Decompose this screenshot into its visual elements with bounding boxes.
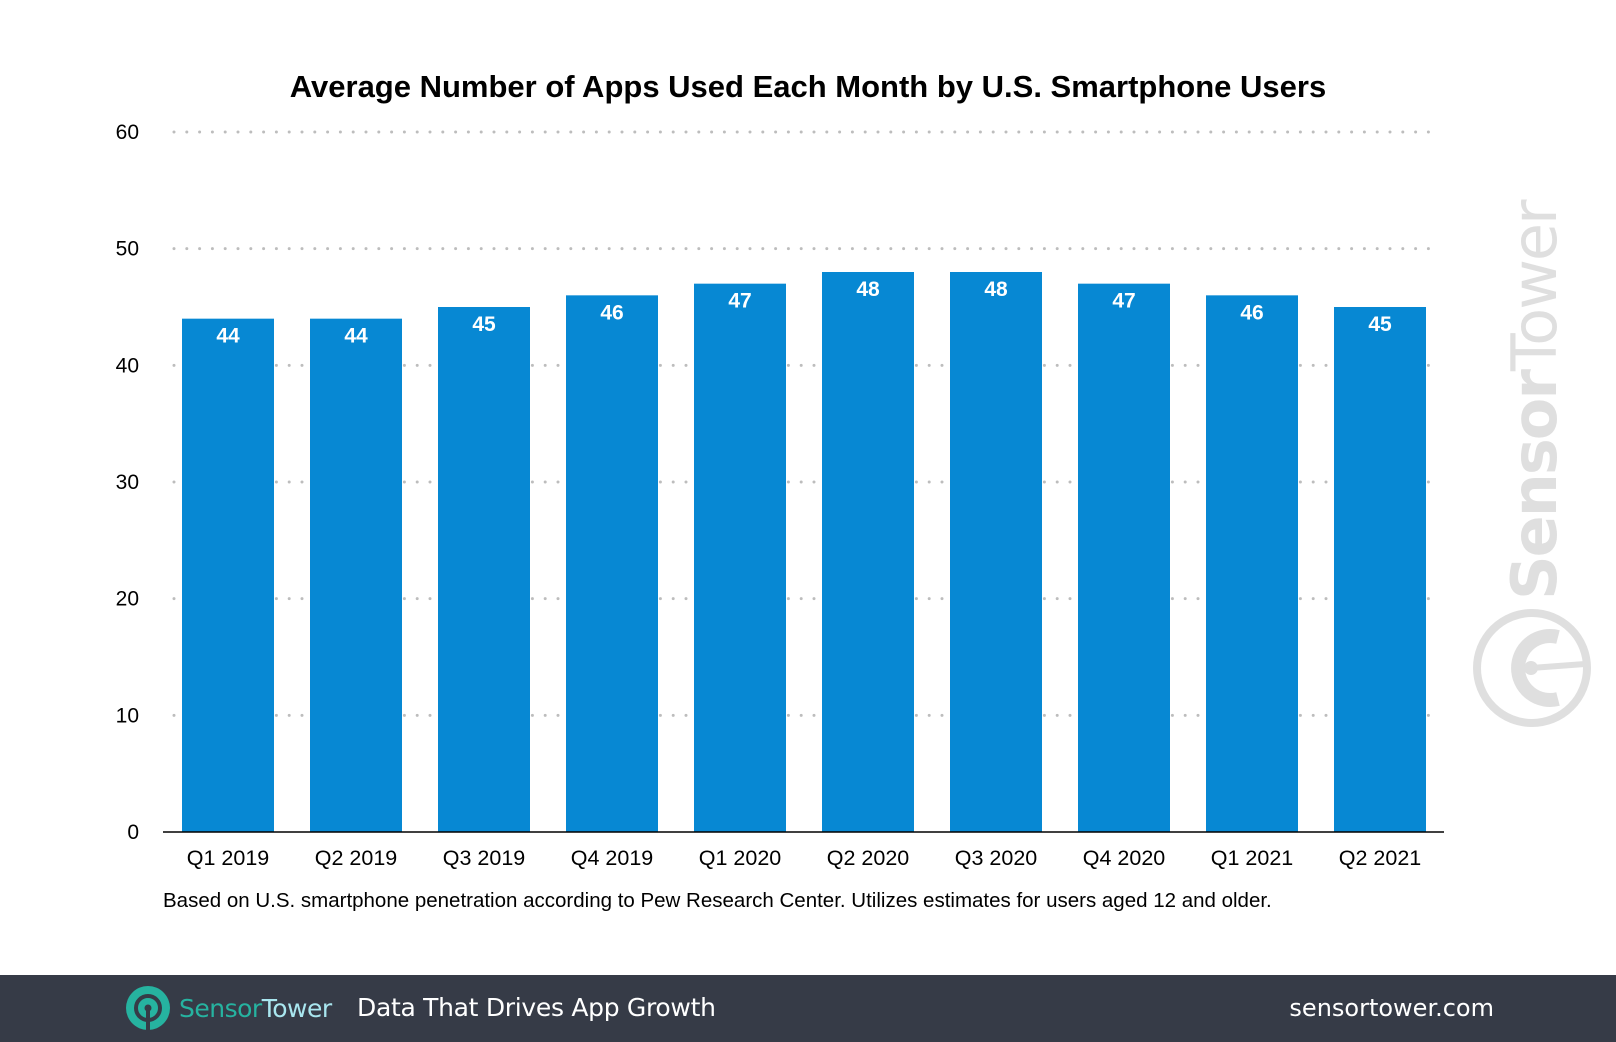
tagline: Data That Drives App Growth bbox=[357, 993, 716, 1022]
bar bbox=[1206, 295, 1298, 832]
x-tick-label: Q4 2019 bbox=[571, 846, 653, 870]
brand-name-sensor: Sensor bbox=[179, 993, 262, 1023]
bar-value-label: 47 bbox=[1112, 290, 1135, 313]
bar-value-label: 46 bbox=[600, 301, 623, 324]
footnote: Based on U.S. smartphone penetration acc… bbox=[163, 889, 1272, 912]
y-tick-label: 20 bbox=[116, 588, 139, 611]
x-tick-label: Q4 2020 bbox=[1083, 846, 1166, 870]
bar-value-label: 48 bbox=[984, 278, 1008, 301]
x-tick-label: Q1 2020 bbox=[699, 846, 782, 870]
bar bbox=[1078, 283, 1170, 833]
x-tick-label: Q3 2019 bbox=[443, 846, 525, 870]
website-link[interactable]: sensortower.com bbox=[1289, 994, 1494, 1022]
y-tick-label: 30 bbox=[116, 471, 139, 494]
y-tick-label: 40 bbox=[116, 354, 139, 377]
bar bbox=[1334, 307, 1426, 832]
bar bbox=[182, 318, 274, 833]
x-tick-label: Q1 2021 bbox=[1211, 846, 1293, 870]
bar bbox=[566, 295, 658, 832]
footer-bar: SensorTower Data That Drives App Growth … bbox=[0, 975, 1616, 1042]
bar-value-label: 45 bbox=[1368, 313, 1392, 336]
bar-value-label: 44 bbox=[344, 325, 368, 348]
x-tick-label: Q2 2021 bbox=[1339, 846, 1421, 870]
watermark-text: SensorTower bbox=[1498, 199, 1571, 600]
x-tick-label: Q1 2019 bbox=[187, 846, 269, 870]
bar bbox=[438, 307, 530, 832]
chart-title: Average Number of Apps Used Each Month b… bbox=[290, 69, 1326, 104]
bar-value-label: 48 bbox=[856, 278, 880, 301]
brand-name-tower: Tower bbox=[261, 993, 332, 1023]
bar bbox=[694, 283, 786, 833]
y-tick-label: 50 bbox=[116, 238, 139, 261]
bar-value-label: 47 bbox=[728, 290, 751, 313]
y-tick-label: 0 bbox=[127, 821, 139, 844]
sensortower-logo-watermark-icon bbox=[1473, 609, 1591, 727]
bar-value-label: 46 bbox=[1240, 301, 1263, 324]
sensortower-watermark: SensorTower bbox=[1473, 199, 1591, 727]
bar bbox=[310, 318, 402, 833]
x-tick-label: Q2 2020 bbox=[827, 846, 910, 870]
sensortower-brand[interactable]: SensorTower bbox=[125, 985, 332, 1031]
x-tick-label: Q3 2020 bbox=[955, 846, 1038, 870]
bar bbox=[950, 272, 1042, 832]
bar bbox=[822, 272, 914, 832]
x-tick-label: Q2 2019 bbox=[315, 846, 397, 870]
bar-value-label: 45 bbox=[472, 313, 496, 336]
y-tick-label: 60 bbox=[116, 121, 139, 144]
brand-name: SensorTower bbox=[179, 994, 332, 1023]
bar-chart: Average Number of Apps Used Each Month b… bbox=[116, 69, 1591, 912]
y-tick-label: 10 bbox=[116, 704, 139, 727]
bar-value-label: 44 bbox=[216, 325, 240, 348]
sensortower-logo-icon bbox=[126, 986, 170, 1030]
